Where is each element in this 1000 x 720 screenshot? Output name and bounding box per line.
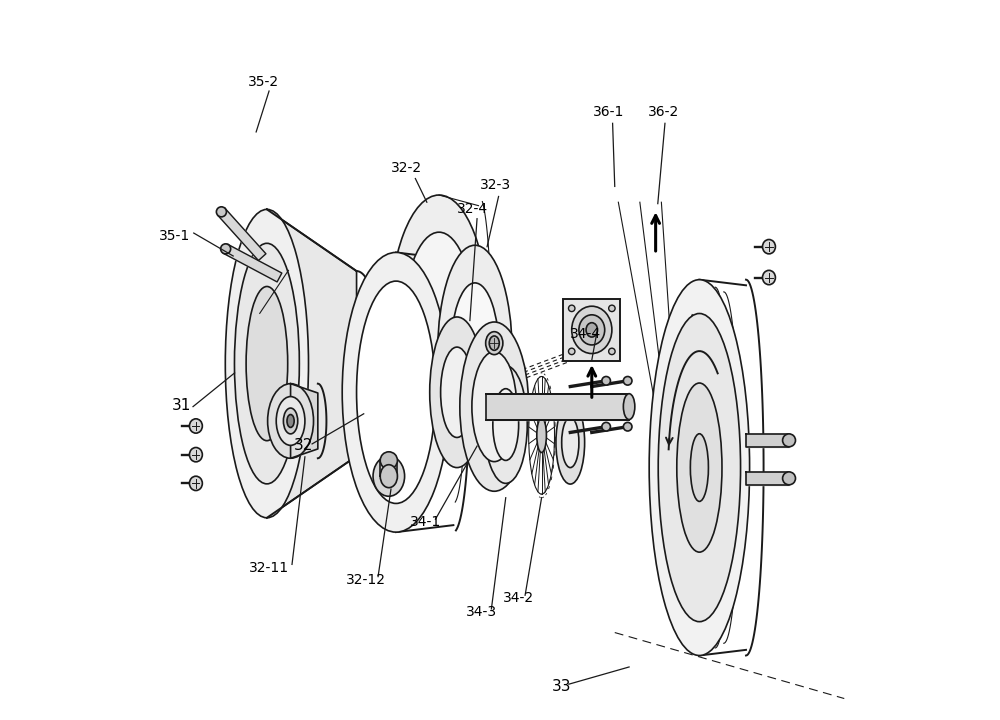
Ellipse shape: [572, 306, 612, 354]
Text: 34-3: 34-3: [466, 605, 497, 619]
Text: 36-2: 36-2: [648, 105, 679, 119]
Text: 32-12: 32-12: [346, 573, 386, 587]
Ellipse shape: [486, 332, 503, 355]
Ellipse shape: [623, 394, 635, 420]
Circle shape: [609, 348, 615, 355]
Ellipse shape: [389, 195, 489, 460]
Polygon shape: [218, 209, 266, 261]
Text: 32-11: 32-11: [249, 561, 289, 575]
Polygon shape: [486, 394, 629, 420]
Text: 32-3: 32-3: [480, 179, 511, 192]
FancyBboxPatch shape: [563, 299, 620, 361]
Ellipse shape: [602, 377, 610, 385]
Ellipse shape: [537, 418, 546, 453]
Ellipse shape: [556, 401, 585, 484]
Ellipse shape: [460, 322, 529, 491]
Ellipse shape: [373, 456, 405, 496]
Ellipse shape: [658, 313, 741, 621]
Ellipse shape: [623, 377, 632, 385]
Ellipse shape: [380, 452, 397, 469]
Ellipse shape: [602, 423, 610, 431]
Polygon shape: [746, 434, 789, 447]
Ellipse shape: [783, 472, 795, 485]
Ellipse shape: [493, 389, 519, 460]
Ellipse shape: [276, 397, 305, 446]
Ellipse shape: [189, 448, 202, 462]
Ellipse shape: [283, 408, 298, 434]
Text: 32-2: 32-2: [391, 161, 422, 175]
Ellipse shape: [216, 207, 226, 217]
Polygon shape: [380, 460, 397, 476]
Ellipse shape: [441, 347, 473, 438]
Ellipse shape: [690, 433, 708, 501]
Ellipse shape: [221, 244, 231, 254]
Polygon shape: [291, 384, 318, 458]
Polygon shape: [267, 210, 357, 518]
Ellipse shape: [234, 243, 299, 484]
Ellipse shape: [763, 240, 775, 254]
Ellipse shape: [489, 336, 499, 351]
Polygon shape: [746, 472, 789, 485]
Text: 34-2: 34-2: [503, 591, 534, 606]
Ellipse shape: [562, 418, 579, 467]
Text: 35-1: 35-1: [159, 228, 191, 243]
Ellipse shape: [189, 419, 202, 433]
Ellipse shape: [380, 464, 397, 487]
Polygon shape: [223, 244, 282, 282]
Ellipse shape: [357, 281, 435, 503]
Ellipse shape: [246, 287, 288, 441]
Text: 35-2: 35-2: [248, 75, 279, 89]
Ellipse shape: [649, 279, 750, 655]
Ellipse shape: [677, 383, 722, 552]
Ellipse shape: [623, 423, 632, 431]
Ellipse shape: [287, 415, 294, 428]
Ellipse shape: [783, 434, 795, 447]
Text: 34-4: 34-4: [570, 328, 601, 341]
Ellipse shape: [472, 351, 517, 462]
Ellipse shape: [451, 283, 499, 423]
Ellipse shape: [484, 366, 527, 483]
Text: 31: 31: [172, 398, 191, 413]
Circle shape: [568, 305, 575, 312]
Ellipse shape: [586, 323, 598, 337]
Text: 34-1: 34-1: [410, 516, 442, 529]
Ellipse shape: [225, 210, 309, 518]
Circle shape: [609, 305, 615, 312]
Text: 36-1: 36-1: [593, 105, 625, 119]
Text: 33: 33: [552, 680, 571, 694]
Ellipse shape: [189, 476, 202, 490]
Circle shape: [568, 348, 575, 355]
Ellipse shape: [342, 253, 450, 532]
Ellipse shape: [579, 315, 605, 345]
Ellipse shape: [403, 232, 475, 423]
Text: 32: 32: [293, 438, 313, 453]
Text: 32-4: 32-4: [457, 202, 488, 216]
Ellipse shape: [268, 384, 314, 458]
Ellipse shape: [430, 317, 484, 467]
Ellipse shape: [438, 246, 512, 460]
Ellipse shape: [763, 270, 775, 284]
